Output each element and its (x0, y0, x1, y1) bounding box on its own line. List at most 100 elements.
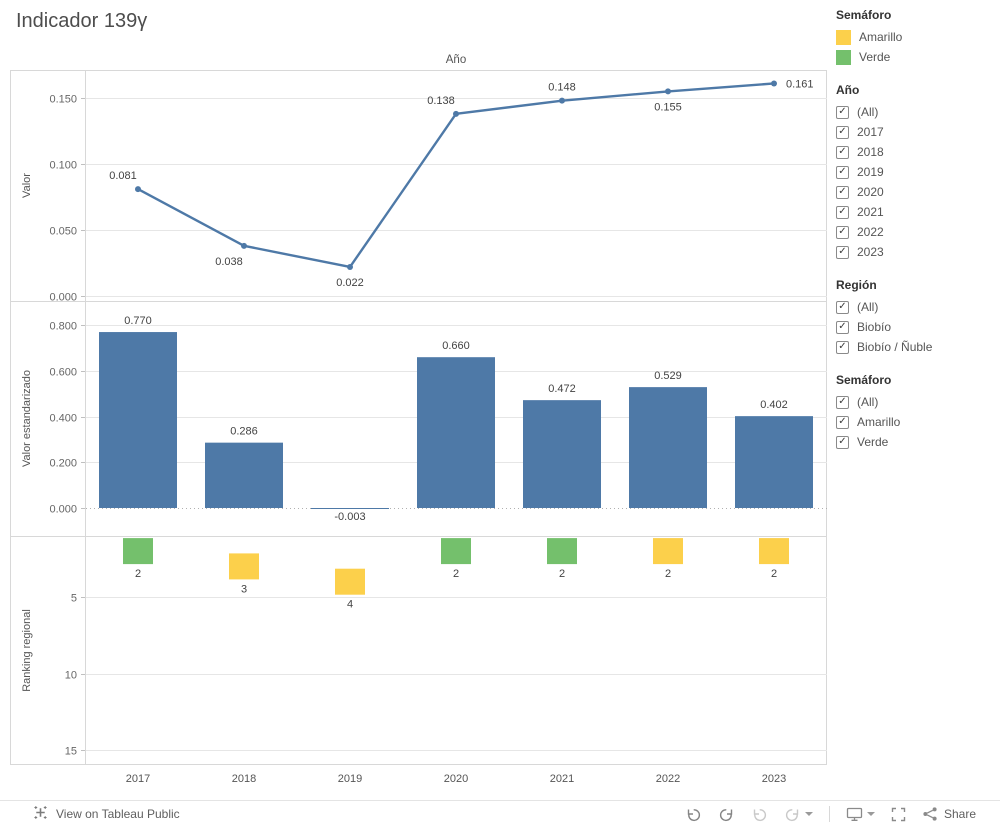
value-label: 0.529 (654, 370, 682, 382)
checkbox-checked[interactable]: ✓ (836, 340, 849, 354)
filter-option-label: Verde (857, 435, 889, 449)
value-label: 0.022 (336, 277, 364, 289)
dashboard-title: Indicador 139γ (16, 10, 148, 32)
checkbox-checked[interactable]: ✓ (836, 320, 849, 334)
x-tick-label: 2022 (656, 773, 680, 785)
toolbar-actions: Share (685, 806, 976, 822)
checkbox-checked[interactable]: ✓ (836, 205, 849, 219)
filter-option[interactable]: ✓ 2020 (836, 182, 996, 202)
value-label: 2 (771, 568, 777, 580)
y-tick-label: 10 (65, 670, 77, 682)
x-axis-title: Año (446, 54, 466, 66)
filter-option[interactable]: ✓ 2019 (836, 162, 996, 182)
filter-option-label: (All) (857, 395, 879, 409)
checkbox-checked[interactable]: ✓ (836, 145, 849, 159)
filter-option-label: 2018 (857, 145, 884, 159)
y-tick-label: 0.000 (49, 292, 77, 304)
filter-option[interactable]: ✓ Amarillo (836, 412, 996, 432)
ranking-mark[interactable] (547, 538, 577, 565)
replay-button[interactable] (751, 807, 768, 822)
x-tick-label: 2017 (126, 773, 150, 785)
checkbox-checked[interactable]: ✓ (836, 125, 849, 139)
valor-point[interactable] (241, 242, 247, 249)
bar[interactable] (99, 332, 177, 508)
value-label: 0.770 (124, 315, 152, 327)
bar[interactable] (205, 442, 283, 508)
footer-toolbar: View on Tableau Public (0, 800, 1000, 827)
ranking-mark[interactable] (335, 568, 365, 595)
y-tick-label: 15 (65, 746, 77, 758)
refresh-button[interactable] (784, 807, 813, 822)
y-tick-label: 0.100 (49, 160, 77, 172)
filter-group-0: Año ✓ (All) ✓ 2017 ✓ 2018 ✓ 2019 ✓ 2020 ✓ 2021 ✓ 2022 ✓… (836, 83, 996, 262)
filter-option-label: 2023 (857, 245, 884, 259)
device-layout-button[interactable] (846, 807, 875, 822)
filter-option[interactable]: ✓ (All) (836, 102, 996, 122)
bar[interactable] (735, 416, 813, 508)
legend-item[interactable]: Amarillo (836, 27, 996, 47)
checkbox-checked[interactable]: ✓ (836, 300, 849, 314)
checkbox-checked[interactable]: ✓ (836, 435, 849, 449)
bar[interactable] (629, 387, 707, 508)
filter-option[interactable]: ✓ Biobío / Ñuble (836, 337, 996, 357)
filter-option[interactable]: ✓ 2018 (836, 142, 996, 162)
valor-point[interactable] (771, 80, 777, 87)
bar[interactable] (523, 400, 601, 508)
filter-option[interactable]: ✓ 2021 (836, 202, 996, 222)
ranking-mark[interactable] (229, 553, 259, 580)
checkbox-checked[interactable]: ✓ (836, 415, 849, 429)
valor-point[interactable] (135, 186, 141, 193)
filter-option[interactable]: ✓ 2023 (836, 242, 996, 262)
filter-option[interactable]: ✓ Verde (836, 432, 996, 452)
legend-item-label: Amarillo (859, 30, 903, 44)
checkbox-checked[interactable]: ✓ (836, 185, 849, 199)
filter-option[interactable]: ✓ 2017 (836, 122, 996, 142)
filter-option-label: 2020 (857, 185, 884, 199)
ranking-mark[interactable] (653, 538, 683, 565)
undo-button[interactable] (685, 807, 702, 822)
valor-point[interactable] (347, 263, 353, 270)
filter-option[interactable]: ✓ 2022 (836, 222, 996, 242)
fullscreen-button[interactable] (891, 807, 906, 822)
toolbar-divider (828, 806, 830, 822)
valor-point[interactable] (665, 88, 671, 95)
share-button[interactable]: Share (922, 806, 976, 822)
filter-option-label: Amarillo (857, 415, 901, 429)
filter-group-2: Semáforo ✓ (All) ✓ Amarillo ✓ Verde (836, 373, 996, 452)
value-label: 2 (453, 568, 459, 580)
legend-item[interactable]: Verde (836, 47, 996, 67)
ranking-mark[interactable] (123, 538, 153, 565)
caret-down-icon (866, 812, 875, 816)
filter-option[interactable]: ✓ (All) (836, 392, 996, 412)
ranking-mark[interactable] (441, 538, 471, 565)
checkbox-checked[interactable]: ✓ (836, 395, 849, 409)
bar[interactable] (417, 357, 495, 508)
view-on-tableau-link[interactable]: View on Tableau Public (33, 805, 180, 823)
legend-swatch (836, 49, 851, 65)
value-label: 2 (135, 568, 141, 580)
y-axis-label: Valor (21, 173, 33, 198)
checkbox-checked[interactable]: ✓ (836, 165, 849, 179)
y-tick-label: 0.600 (49, 367, 77, 379)
x-tick-label: 2023 (762, 773, 786, 785)
share-button-label: Share (943, 807, 976, 821)
filter-title: Semáforo (836, 373, 892, 387)
filter-option[interactable]: ✓ Biobío (836, 317, 996, 337)
value-label: 0.155 (654, 101, 682, 113)
valor-point[interactable] (559, 97, 565, 104)
filter-option-label: Biobío / Ñuble (857, 340, 933, 354)
redo-button[interactable] (718, 807, 735, 822)
y-tick-label: 0.400 (49, 413, 77, 425)
checkbox-checked[interactable]: ✓ (836, 105, 849, 119)
value-label: 0.472 (548, 383, 576, 395)
filter-option[interactable]: ✓ (All) (836, 297, 996, 317)
y-tick-label: 0.150 (49, 94, 77, 106)
legend-title: Semáforo (836, 8, 892, 22)
checkbox-checked[interactable]: ✓ (836, 225, 849, 239)
bar[interactable] (311, 508, 389, 509)
y-tick-label: 0.800 (49, 321, 77, 333)
valor-point[interactable] (453, 110, 459, 117)
y-tick-label: 5 (71, 593, 77, 605)
ranking-mark[interactable] (759, 538, 789, 565)
checkbox-checked[interactable]: ✓ (836, 245, 849, 259)
